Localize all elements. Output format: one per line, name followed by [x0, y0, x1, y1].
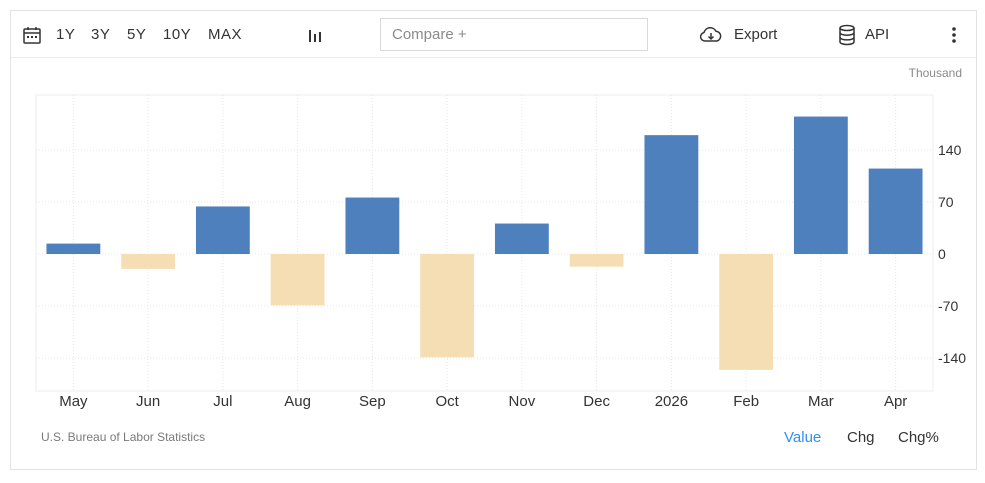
bar-dec [569, 254, 624, 267]
export-label: Export [734, 26, 778, 43]
calendar-icon [23, 26, 41, 44]
range-1y-button[interactable]: 1Y [56, 26, 76, 43]
x-tick-label: Aug [284, 393, 311, 410]
calendar-button[interactable] [22, 11, 42, 58]
bar-feb [719, 254, 774, 370]
chart-type-button[interactable] [306, 11, 324, 58]
x-tick-label: Sep [359, 393, 386, 410]
more-vertical-icon [952, 26, 956, 43]
x-tick-label: Mar [808, 393, 834, 410]
bar-chart-icon [309, 29, 321, 42]
bar-apr [868, 168, 923, 254]
mode-chg-tab[interactable]: Chg [847, 429, 875, 446]
bar-sep [345, 197, 400, 254]
x-tick-label: Jun [136, 393, 160, 410]
plot-border [35, 94, 934, 392]
x-tick-label: Oct [435, 393, 459, 410]
chart-toolbar: 1Y 3Y 5Y 10Y MAX Compare + Export [11, 11, 976, 58]
y-tick-label: -140 [938, 350, 966, 366]
x-tick-label: Nov [509, 393, 536, 410]
x-tick-label: May [59, 393, 88, 410]
x-tick-label: Feb [733, 393, 759, 410]
bar-nov [494, 223, 549, 254]
x-tick-label: Jul [213, 393, 232, 410]
range-3y-button[interactable]: 3Y [91, 26, 111, 43]
bar-may [46, 243, 101, 254]
chart-frame: 1Y 3Y 5Y 10Y MAX Compare + Export [10, 10, 977, 470]
compare-input[interactable]: Compare + [380, 18, 648, 51]
range-5y-button[interactable]: 5Y [127, 26, 147, 43]
bar-jun [121, 254, 176, 269]
mode-chg-percent-tab[interactable]: Chg% [898, 429, 939, 446]
y-tick-label: 0 [938, 246, 946, 262]
bar-2026 [644, 135, 699, 254]
bar-mar [793, 116, 848, 254]
range-max-button[interactable]: MAX [208, 26, 243, 43]
api-button[interactable]: API [838, 11, 889, 58]
cloud-download-icon [699, 26, 722, 42]
bar-aug [270, 254, 325, 306]
x-tick-label: 2026 [655, 393, 688, 410]
bar-chart: 140 70 0 -70 -140 May Jun Jul Aug Sep Oct Nov Dec 202… [35, 94, 966, 410]
x-tick-label: Apr [884, 393, 907, 410]
y-tick-label: -70 [938, 298, 958, 314]
y-tick-label: 140 [938, 142, 962, 158]
more-options-button[interactable] [951, 11, 957, 58]
bar-oct [420, 254, 475, 358]
source-label: U.S. Bureau of Labor Statistics [41, 430, 206, 444]
range-10y-button[interactable]: 10Y [163, 26, 192, 43]
bar-jul [195, 206, 250, 254]
export-button[interactable]: Export [698, 11, 777, 58]
unit-label: Thousand [908, 66, 962, 80]
y-tick-label: 70 [938, 194, 954, 210]
x-tick-label: Dec [583, 393, 610, 410]
mode-value-tab[interactable]: Value [784, 429, 822, 446]
api-label: API [865, 26, 890, 43]
database-icon [839, 24, 855, 45]
